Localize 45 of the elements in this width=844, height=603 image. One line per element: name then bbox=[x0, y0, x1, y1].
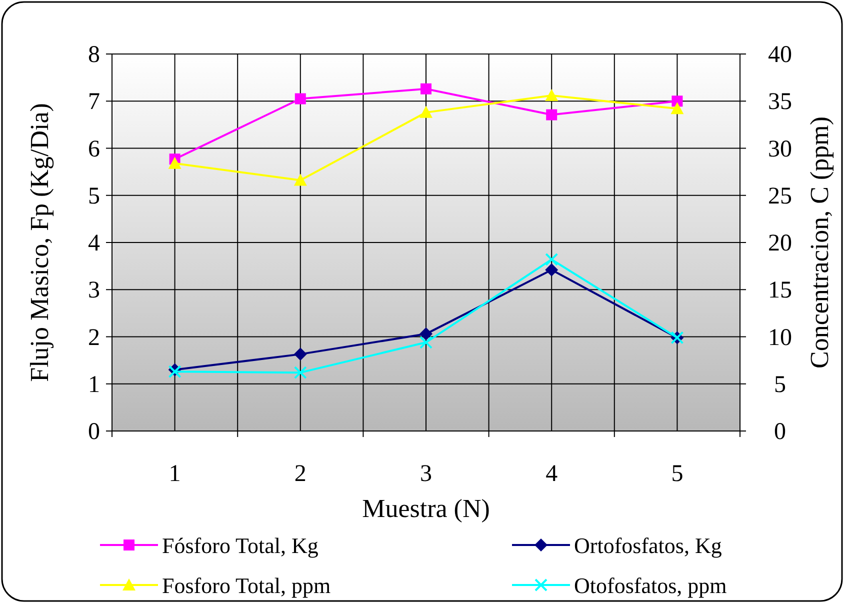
y2-tick-label: 15 bbox=[768, 278, 792, 304]
point bbox=[294, 93, 306, 104]
y2-tick-label: 0 bbox=[774, 419, 786, 445]
y-axis-title: Flujo Masico, Fp (Kg/Dia) bbox=[25, 103, 54, 382]
y-tick-label: 3 bbox=[88, 278, 100, 304]
point bbox=[420, 336, 432, 349]
y2-tick-label: 25 bbox=[768, 183, 792, 210]
y-tick-label: 6 bbox=[88, 136, 100, 162]
y-tick-label: 7 bbox=[88, 89, 100, 116]
point bbox=[168, 156, 182, 169]
y2-tick-label: 5 bbox=[774, 372, 786, 398]
point bbox=[545, 252, 558, 266]
legend-label: Ortofosfatos, Kg bbox=[574, 533, 722, 558]
point bbox=[670, 102, 684, 114]
x-tick-label: 4 bbox=[546, 461, 558, 487]
y-tick-label: 0 bbox=[88, 419, 100, 445]
y-tick-label: 5 bbox=[88, 183, 100, 210]
point bbox=[294, 348, 307, 361]
x-tick-label: 3 bbox=[420, 461, 432, 487]
point bbox=[545, 263, 558, 276]
point bbox=[294, 366, 307, 380]
x-axis-title: Muestra (N) bbox=[362, 494, 490, 523]
point bbox=[420, 327, 432, 340]
y2-tick-label: 20 bbox=[768, 230, 792, 256]
point bbox=[545, 88, 558, 101]
point bbox=[672, 96, 683, 107]
point bbox=[546, 109, 558, 120]
y2-tick-label: 10 bbox=[768, 324, 792, 351]
y2-axis-title: Concentracion, C (ppm) bbox=[805, 116, 834, 368]
x-tick-label: 1 bbox=[168, 461, 181, 487]
x-tick-label: 5 bbox=[671, 461, 684, 487]
y-tick-label: 1 bbox=[88, 372, 100, 398]
legend-label: Fósforo Total, Kg bbox=[162, 533, 318, 558]
y-tick-label: 4 bbox=[88, 230, 100, 256]
legend-label: Otofosfatos, ppm bbox=[574, 573, 727, 598]
y2-tick-label: 30 bbox=[768, 136, 792, 162]
point bbox=[420, 106, 432, 118]
point bbox=[294, 174, 307, 186]
y-tick-label: 8 bbox=[88, 42, 100, 68]
legend-label: Fosforo Total, ppm bbox=[162, 573, 331, 598]
y-tick-label: 2 bbox=[88, 324, 100, 351]
x-tick-label: 2 bbox=[294, 461, 306, 487]
point bbox=[420, 83, 432, 94]
y2-tick-label: 40 bbox=[768, 42, 792, 68]
y2-tick-label: 35 bbox=[768, 89, 792, 116]
